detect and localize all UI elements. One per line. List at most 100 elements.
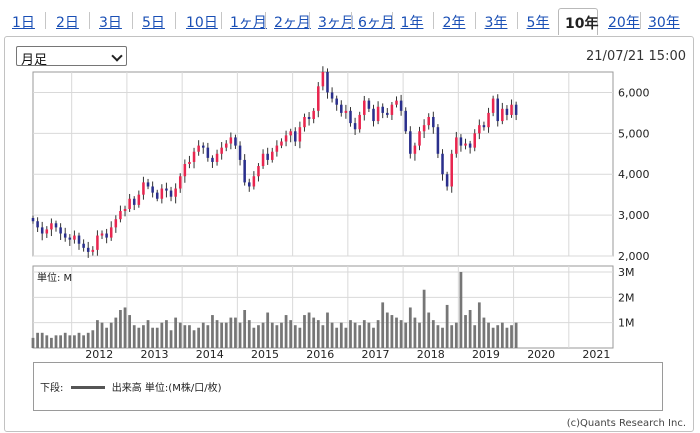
candle-body bbox=[496, 98, 500, 122]
candle-body bbox=[487, 112, 490, 128]
volume-bar bbox=[270, 322, 274, 348]
tab-separator bbox=[640, 12, 641, 29]
candle-body bbox=[491, 98, 495, 113]
tab-0[interactable]: 1日 bbox=[12, 15, 35, 31]
candle-body bbox=[376, 106, 380, 122]
x-tick-label: 2018 bbox=[417, 348, 445, 361]
candle-body bbox=[123, 208, 127, 212]
volume-bar bbox=[482, 317, 486, 348]
copyright: (c)Quants Research Inc. bbox=[566, 418, 686, 429]
candle-body bbox=[183, 164, 187, 177]
candle-body bbox=[427, 116, 430, 126]
tab-3[interactable]: 5日 bbox=[142, 15, 165, 31]
tab-5[interactable]: 1ヶ月 bbox=[230, 15, 267, 31]
volume-bar bbox=[349, 320, 352, 348]
candle-body bbox=[252, 176, 256, 187]
x-tick-label: 2012 bbox=[85, 348, 113, 361]
candle-body bbox=[59, 227, 62, 234]
tab-6[interactable]: 2ヶ月 bbox=[274, 15, 311, 31]
candle-body bbox=[151, 186, 154, 193]
candle-body bbox=[243, 159, 246, 183]
candle-body bbox=[468, 143, 472, 148]
candle-body bbox=[201, 145, 205, 148]
candle-body bbox=[146, 182, 150, 187]
volume-bar bbox=[514, 322, 518, 348]
candle-body bbox=[303, 116, 306, 128]
tab-9[interactable]: 1年 bbox=[400, 15, 424, 31]
candle-body bbox=[266, 153, 269, 160]
volume-bar bbox=[54, 335, 58, 348]
volume-bar bbox=[50, 337, 53, 348]
tab-8[interactable]: 6ヶ月 bbox=[358, 15, 395, 31]
candle-body bbox=[105, 233, 108, 238]
legend-box bbox=[33, 362, 663, 411]
volume-bar bbox=[165, 320, 168, 348]
candle-body bbox=[68, 237, 72, 240]
candle-body bbox=[399, 100, 403, 111]
volume-y-tick-label: 2M bbox=[618, 291, 635, 304]
volume-bar bbox=[505, 327, 509, 348]
tab-15[interactable]: 30年 bbox=[648, 15, 680, 31]
tab-4[interactable]: 10日 bbox=[186, 15, 218, 31]
tab-7[interactable]: 3ヶ月 bbox=[318, 15, 355, 31]
volume-bar bbox=[436, 325, 440, 348]
tab-separator bbox=[131, 12, 133, 29]
volume-bar bbox=[454, 322, 458, 348]
candle-body bbox=[119, 211, 122, 220]
volume-bar bbox=[160, 322, 164, 348]
tab-12[interactable]: 5年 bbox=[526, 15, 550, 31]
tab-11[interactable]: 3年 bbox=[484, 15, 508, 31]
candle-body bbox=[459, 137, 463, 146]
tab-14[interactable]: 20年 bbox=[608, 15, 640, 31]
volume-bar bbox=[431, 320, 435, 348]
volume-bar bbox=[408, 307, 412, 348]
volume-bar bbox=[215, 320, 219, 348]
volume-bar bbox=[68, 335, 72, 348]
candle-body bbox=[340, 104, 343, 113]
candle-body bbox=[298, 127, 302, 142]
candle-body bbox=[353, 123, 357, 130]
candle-body bbox=[455, 137, 458, 154]
tab-10[interactable]: 2年 bbox=[442, 15, 466, 31]
x-tick-label: 2013 bbox=[141, 348, 169, 361]
volume-bar bbox=[441, 327, 444, 348]
volume-bar bbox=[427, 312, 431, 348]
candle-body bbox=[234, 137, 237, 146]
volume-bar bbox=[119, 310, 122, 348]
candle-body bbox=[280, 141, 283, 146]
legend-text: 出来高 単位:(M株/口/枚) bbox=[111, 383, 222, 394]
candle-body bbox=[155, 192, 159, 199]
candle-body bbox=[31, 217, 35, 222]
candle-body bbox=[224, 143, 228, 148]
period-select[interactable]: 月足 bbox=[16, 46, 127, 68]
candle-body bbox=[409, 131, 412, 154]
volume-bar bbox=[63, 332, 67, 348]
volume-bar bbox=[132, 325, 136, 348]
candle-body bbox=[413, 145, 417, 154]
volume-bar bbox=[109, 322, 113, 348]
period-select-value: 月足 bbox=[21, 53, 48, 68]
tab-2[interactable]: 3日 bbox=[99, 15, 122, 31]
volume-bar bbox=[418, 322, 421, 348]
candle-body bbox=[441, 153, 444, 175]
tab-13[interactable]: 10年 bbox=[558, 8, 598, 35]
candle-body bbox=[229, 137, 233, 144]
candle-body bbox=[215, 153, 219, 162]
price-y-tick-label: 3,000 bbox=[618, 209, 650, 222]
candle-body bbox=[63, 233, 67, 238]
candle-body bbox=[436, 127, 440, 154]
volume-bar bbox=[211, 315, 214, 348]
volume-bar bbox=[31, 337, 35, 348]
volume-bar bbox=[280, 322, 283, 348]
tab-1[interactable]: 2日 bbox=[56, 15, 79, 31]
price-y-tick-label: 2,000 bbox=[618, 250, 650, 263]
volume-bar bbox=[114, 317, 118, 348]
x-tick-label: 2017 bbox=[361, 348, 389, 361]
candle-body bbox=[478, 125, 481, 134]
candle-body bbox=[367, 100, 371, 109]
candle-body bbox=[128, 198, 131, 209]
tab-separator bbox=[351, 12, 352, 29]
volume-y-tick-label: 3M bbox=[618, 266, 635, 279]
tab-separator bbox=[475, 12, 476, 29]
volume-bar bbox=[376, 320, 380, 348]
